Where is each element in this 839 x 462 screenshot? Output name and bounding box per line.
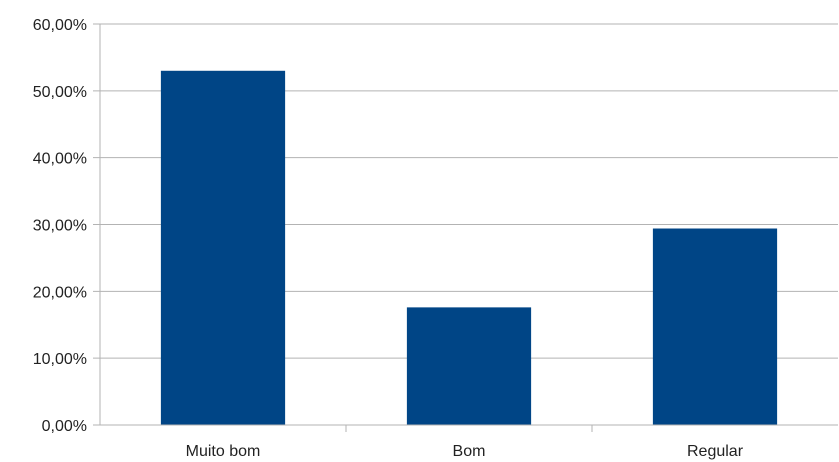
bar — [652, 228, 778, 425]
x-tick-label: Muito bom — [186, 443, 261, 460]
bar — [160, 70, 286, 426]
y-tick-label: 40,00% — [33, 151, 87, 168]
y-tick-label: 20,00% — [33, 284, 87, 301]
y-axis-tick-labels: 0,00% 10,00% 20,00% 30,00% 40,00% 50,00% 60,00… — [33, 17, 87, 435]
y-tick-label: 0,00% — [42, 418, 87, 435]
bar — [406, 307, 532, 425]
bars — [160, 70, 778, 426]
y-tick-label: 10,00% — [33, 351, 87, 368]
x-tick-label: Bom — [453, 443, 486, 460]
y-tick-label: 30,00% — [33, 218, 87, 235]
axes — [99, 24, 838, 432]
x-tick-label: Regular — [687, 443, 744, 460]
y-tick-label: 50,00% — [33, 84, 87, 101]
x-axis-tick-labels: Muito bom Bom Regular — [186, 443, 744, 460]
y-tick-label: 60,00% — [33, 17, 87, 34]
